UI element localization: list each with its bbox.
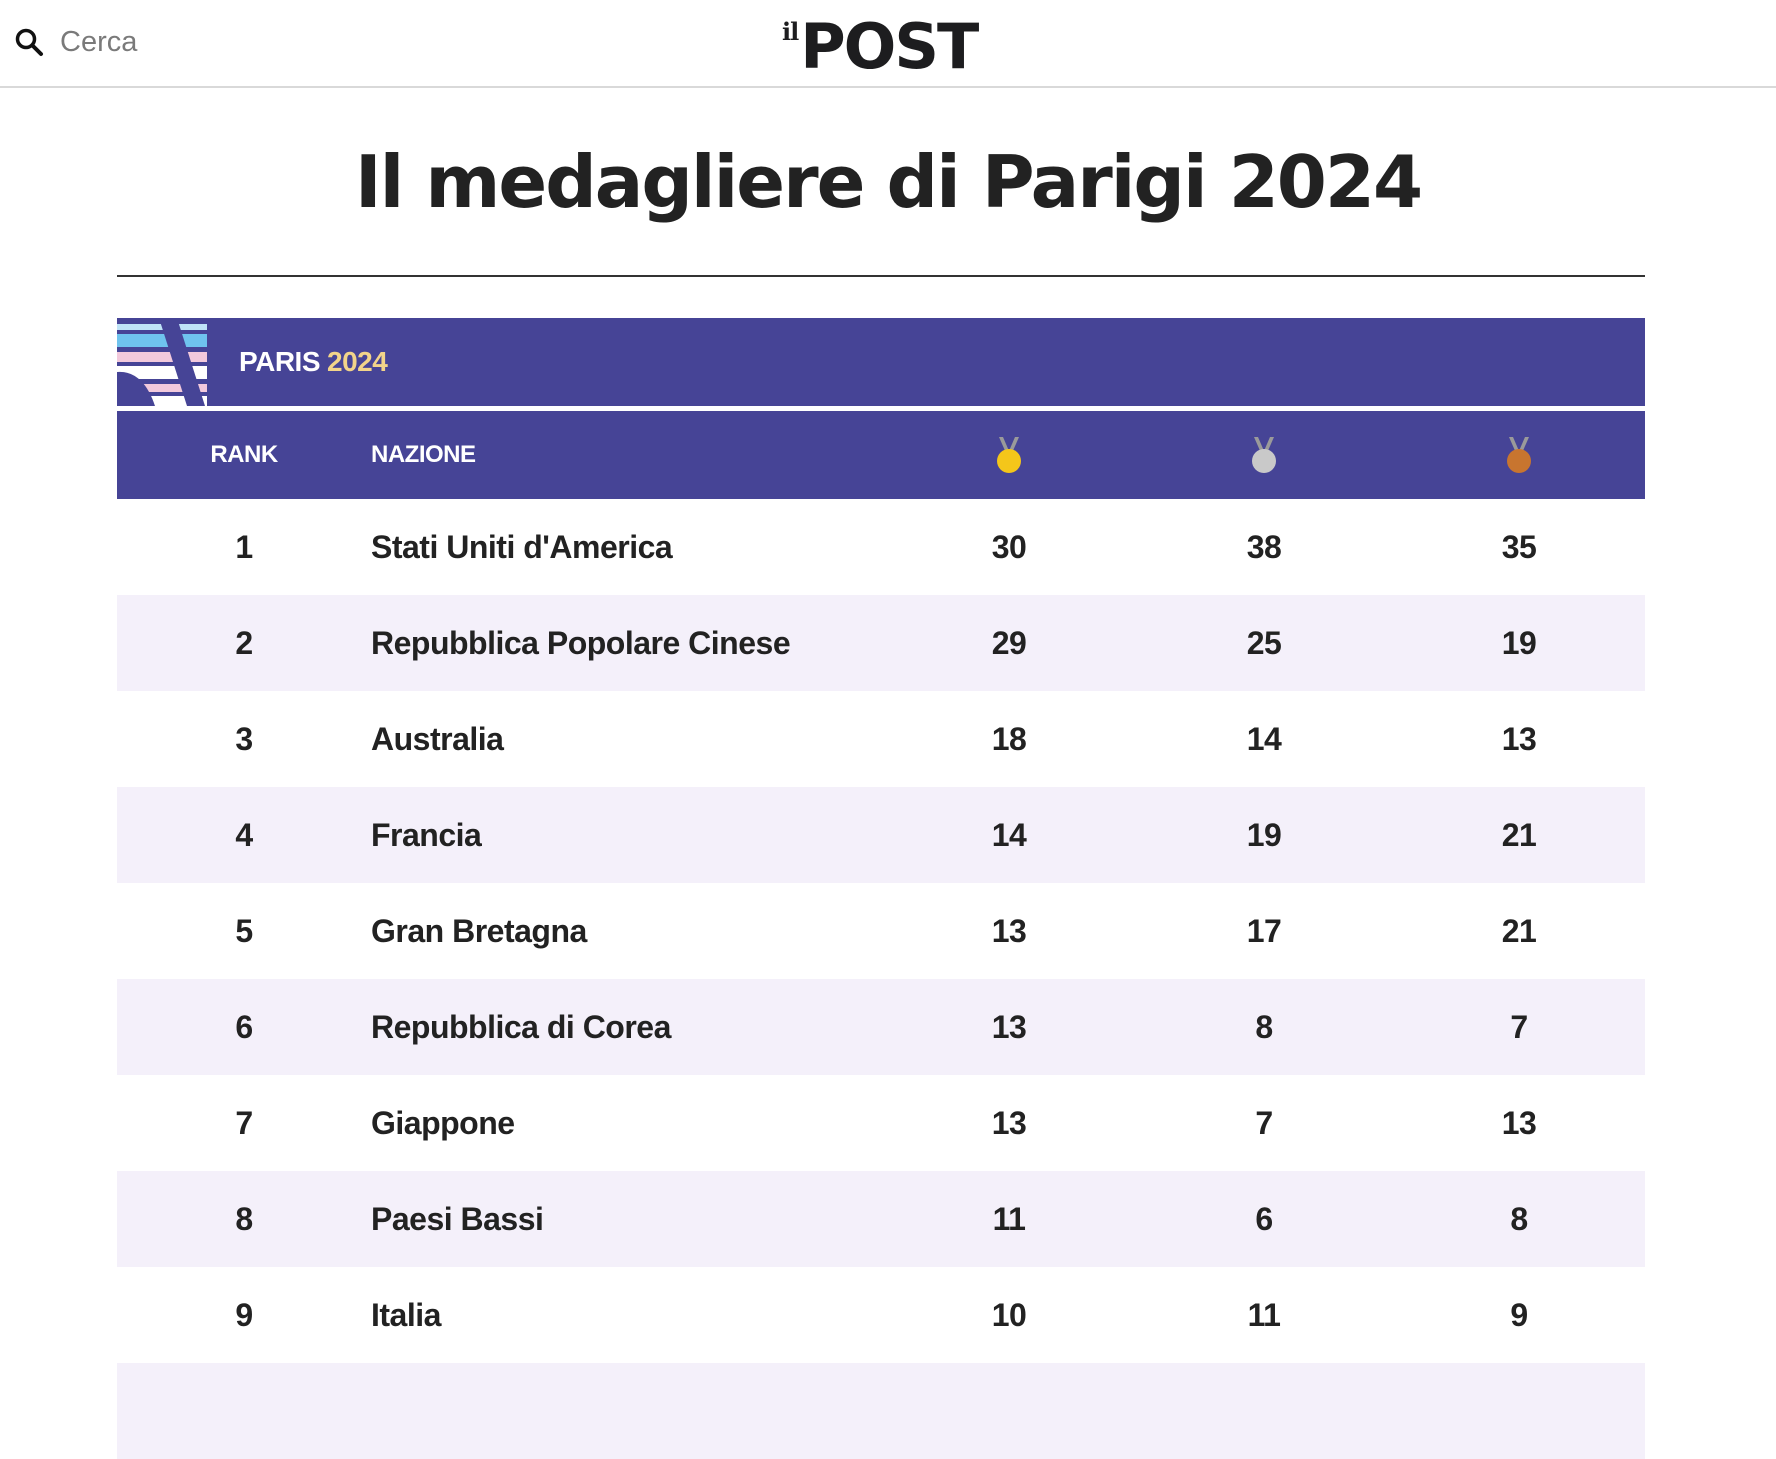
gold-count: 30 — [991, 528, 1027, 565]
bronze-count: 35 — [1501, 528, 1537, 565]
silver-count: 19 — [1246, 816, 1282, 853]
gold-count: 13 — [991, 912, 1027, 949]
table-row[interactable]: 6 Repubblica di Corea 13 8 7 — [117, 979, 1645, 1075]
search-label: Cerca — [60, 25, 138, 58]
bronze-count: 8 — [1510, 1200, 1528, 1237]
divider — [117, 275, 1645, 277]
table-header: RANK NAZIONE — [117, 411, 1645, 499]
gold-count: 18 — [991, 720, 1027, 757]
bronze-count: 7 — [1510, 1008, 1528, 1045]
table-row[interactable]: 5 Gran Bretagna 13 17 21 — [117, 883, 1645, 979]
rank-cell: 7 — [235, 1104, 253, 1141]
rank-cell: 2 — [235, 624, 253, 661]
silver-count: 7 — [1255, 1104, 1273, 1141]
rank-cell: 5 — [235, 912, 253, 949]
silver-count: 17 — [1246, 912, 1282, 949]
page-title: Il medagliere di Parigi 2024 — [354, 140, 1423, 224]
bronze-count: 21 — [1501, 816, 1537, 853]
logo-il: il — [782, 17, 799, 46]
table-row[interactable]: 9 Italia 10 11 9 — [117, 1267, 1645, 1363]
table-row[interactable]: 3 Australia 18 14 13 — [117, 691, 1645, 787]
nation-cell: Stati Uniti d'America — [371, 528, 673, 565]
gold-count: 14 — [991, 816, 1027, 853]
nation-cell: Repubblica Popolare Cinese — [371, 624, 791, 661]
medal-table-widget: PARIS 2024 RANK NAZIONE — [117, 318, 1645, 1459]
nation-cell: Francia — [371, 816, 482, 853]
gold-medal-icon — [997, 437, 1021, 473]
bronze-medal-icon — [1507, 437, 1531, 473]
table-body: 1 Stati Uniti d'America 30 38 35 2 Repub… — [117, 499, 1645, 1459]
bronze-count: 19 — [1501, 624, 1537, 661]
gold-count: 29 — [991, 624, 1027, 661]
nation-cell: Paesi Bassi — [371, 1200, 544, 1237]
silver-count: 14 — [1246, 720, 1282, 757]
widget-brand-title: PARIS 2024 — [239, 318, 388, 406]
bronze-count: 9 — [1510, 1296, 1528, 1333]
bronze-count: 13 — [1501, 720, 1537, 757]
nation-cell: Gran Bretagna — [371, 912, 587, 949]
search-icon — [15, 28, 43, 56]
nation-cell: Australia — [371, 720, 504, 757]
brand-paris: PARIS — [239, 346, 321, 377]
column-header-rank[interactable]: RANK — [210, 441, 278, 468]
site-logo[interactable]: il POST — [782, 6, 979, 83]
column-header-gold[interactable] — [989, 411, 1029, 499]
table-row[interactable]: 1 Stati Uniti d'America 30 38 35 — [117, 499, 1645, 595]
gold-count: 13 — [991, 1104, 1027, 1141]
rank-cell: 4 — [235, 816, 253, 853]
rank-cell: 8 — [235, 1200, 253, 1237]
nation-cell: Italia — [371, 1296, 441, 1333]
widget-brand-bar: PARIS 2024 — [117, 318, 1645, 406]
bronze-count: 13 — [1501, 1104, 1537, 1141]
table-row[interactable]: 7 Giappone 13 7 13 — [117, 1075, 1645, 1171]
silver-count: 6 — [1255, 1200, 1273, 1237]
table-row-partial[interactable] — [117, 1363, 1645, 1459]
table-row[interactable]: 8 Paesi Bassi 11 6 8 — [117, 1171, 1645, 1267]
top-bar: Cerca il POST — [0, 0, 1776, 88]
column-header-bronze[interactable] — [1499, 411, 1539, 499]
column-header-silver[interactable] — [1244, 411, 1284, 499]
logo-post: POST — [800, 10, 979, 83]
paris-2024-logo-icon — [117, 318, 207, 406]
gold-count: 13 — [991, 1008, 1027, 1045]
nation-cell: Giappone — [371, 1104, 515, 1141]
rank-cell: 9 — [235, 1296, 253, 1333]
table-row[interactable]: 4 Francia 14 19 21 — [117, 787, 1645, 883]
silver-count: 11 — [1247, 1296, 1281, 1333]
bronze-count: 21 — [1501, 912, 1537, 949]
silver-count: 25 — [1246, 624, 1282, 661]
silver-medal-icon — [1252, 437, 1276, 473]
brand-year: 2024 — [327, 346, 388, 377]
gold-count: 11 — [992, 1200, 1026, 1237]
search-button[interactable]: Cerca — [14, 22, 137, 62]
table-row[interactable]: 2 Repubblica Popolare Cinese 29 25 19 — [117, 595, 1645, 691]
column-header-nation[interactable]: NAZIONE — [371, 441, 476, 468]
silver-count: 38 — [1246, 528, 1282, 565]
gold-count: 10 — [991, 1296, 1027, 1333]
rank-cell: 3 — [235, 720, 253, 757]
nation-cell: Repubblica di Corea — [371, 1008, 671, 1045]
rank-cell: 6 — [235, 1008, 253, 1045]
rank-cell: 1 — [235, 528, 253, 565]
silver-count: 8 — [1255, 1008, 1273, 1045]
